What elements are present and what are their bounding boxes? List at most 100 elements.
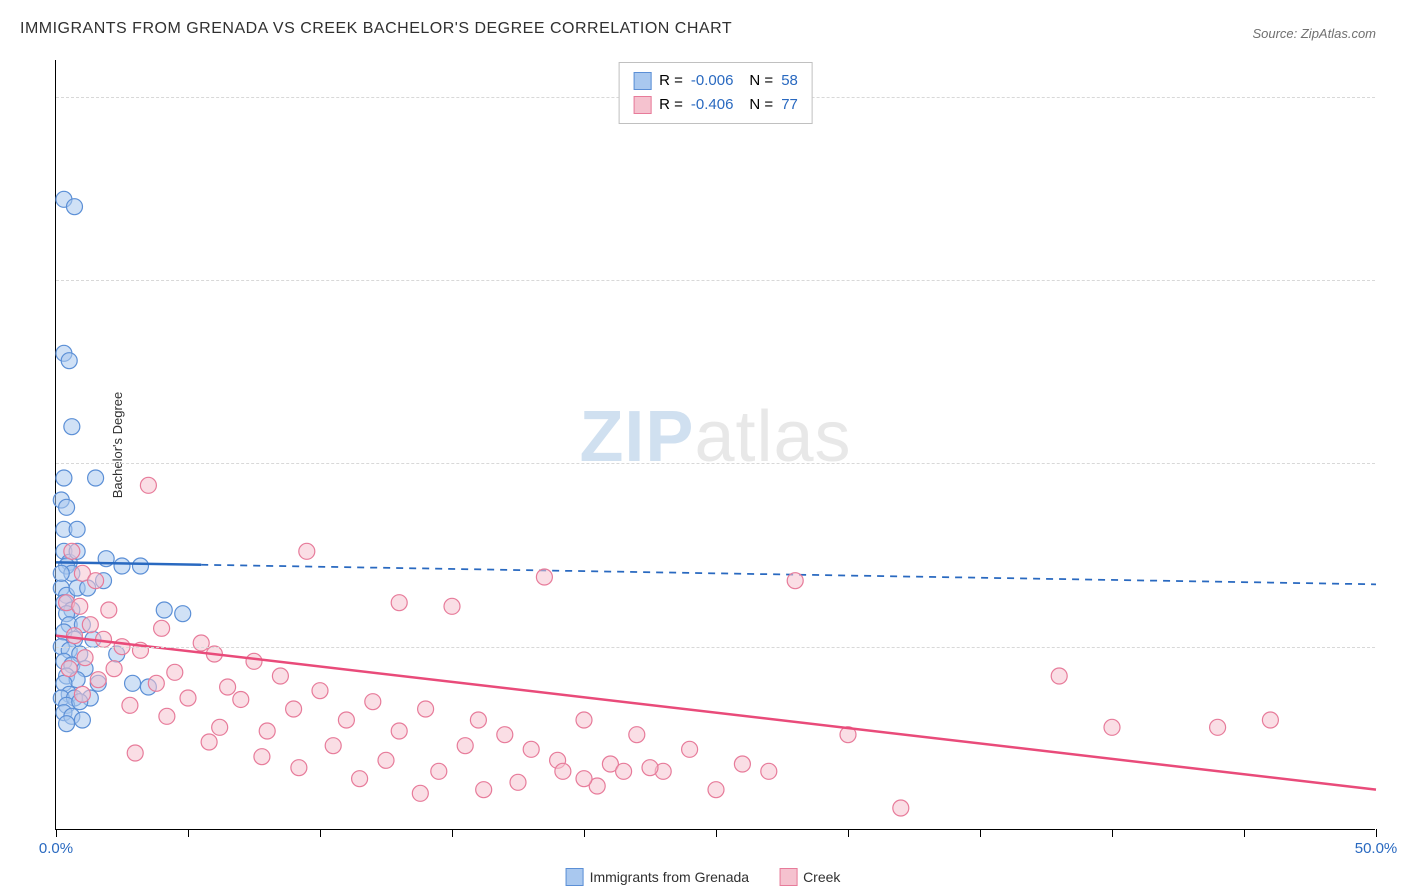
- scatter-point: [1210, 719, 1226, 735]
- scatter-point: [127, 745, 143, 761]
- scatter-point: [212, 719, 228, 735]
- scatter-point: [1051, 668, 1067, 684]
- scatter-point: [457, 738, 473, 754]
- scatter-point: [286, 701, 302, 717]
- scatter-point: [53, 565, 69, 581]
- scatter-point: [56, 470, 72, 486]
- n-value-0: 58: [781, 69, 798, 93]
- x-tick: [188, 829, 189, 837]
- scatter-point: [148, 675, 164, 691]
- scatter-point: [66, 199, 82, 215]
- legend-item-1: Creek: [779, 868, 840, 886]
- n-value-1: 77: [781, 93, 798, 117]
- scatter-point: [246, 653, 262, 669]
- legend-row-1: R = -0.406 N = 77: [633, 93, 798, 117]
- scatter-point: [734, 756, 750, 772]
- scatter-point: [497, 727, 513, 743]
- x-tick: [848, 829, 849, 837]
- r-value-0: -0.006: [691, 69, 734, 93]
- scatter-point: [69, 521, 85, 537]
- source-attribution: Source: ZipAtlas.com: [1252, 26, 1376, 41]
- scatter-point: [576, 712, 592, 728]
- x-tick: [584, 829, 585, 837]
- scatter-point: [523, 741, 539, 757]
- x-tick: [716, 829, 717, 837]
- legend-label-1: Creek: [803, 869, 840, 885]
- scatter-point: [122, 697, 138, 713]
- scatter-point: [642, 760, 658, 776]
- scatter-point: [259, 723, 275, 739]
- legend-swatch-0: [633, 72, 651, 90]
- scatter-point: [338, 712, 354, 728]
- scatter-point: [88, 573, 104, 589]
- scatter-point: [418, 701, 434, 717]
- scatter-point: [254, 749, 270, 765]
- x-tick-label: 0.0%: [39, 840, 73, 857]
- chart-title: IMMIGRANTS FROM GRENADA VS CREEK BACHELO…: [20, 20, 1376, 38]
- x-tick: [1112, 829, 1113, 837]
- scatter-point: [412, 785, 428, 801]
- scatter-point: [391, 595, 407, 611]
- scatter-point: [180, 690, 196, 706]
- legend-swatch-grenada: [566, 868, 584, 886]
- scatter-point: [378, 752, 394, 768]
- plot-area: Bachelor's Degree ZIPatlas R = -0.006 N …: [55, 60, 1375, 830]
- scatter-point: [167, 664, 183, 680]
- scatter-point: [140, 477, 156, 493]
- x-tick: [320, 829, 321, 837]
- scatter-point: [64, 419, 80, 435]
- series-legend: Immigrants from Grenada Creek: [566, 868, 841, 886]
- scatter-point: [510, 774, 526, 790]
- scatter-point: [64, 543, 80, 559]
- scatter-point: [101, 602, 117, 618]
- scatter-point: [72, 598, 88, 614]
- scatter-point: [291, 760, 307, 776]
- scatter-point: [106, 661, 122, 677]
- scatter-point: [132, 558, 148, 574]
- scatter-point: [220, 679, 236, 695]
- scatter-point: [233, 691, 249, 707]
- scatter-point: [470, 712, 486, 728]
- scatter-point: [576, 771, 592, 787]
- scatter-point: [125, 675, 141, 691]
- r-value-1: -0.406: [691, 93, 734, 117]
- scatter-point: [312, 683, 328, 699]
- scatter-point: [536, 569, 552, 585]
- x-tick: [1244, 829, 1245, 837]
- scatter-point: [352, 771, 368, 787]
- x-tick: [452, 829, 453, 837]
- scatter-canvas: [56, 60, 1375, 829]
- scatter-point: [365, 694, 381, 710]
- scatter-point: [61, 353, 77, 369]
- x-tick-label: 50.0%: [1355, 840, 1398, 857]
- gridline: [56, 463, 1375, 464]
- scatter-point: [59, 716, 75, 732]
- scatter-point: [201, 734, 217, 750]
- legend-swatch-1: [633, 96, 651, 114]
- r-label: R =: [659, 93, 683, 117]
- scatter-point: [88, 470, 104, 486]
- legend-label-0: Immigrants from Grenada: [590, 869, 750, 885]
- scatter-point: [175, 606, 191, 622]
- x-tick: [56, 829, 57, 837]
- legend-row-0: R = -0.006 N = 58: [633, 69, 798, 93]
- scatter-point: [272, 668, 288, 684]
- scatter-point: [59, 499, 75, 515]
- scatter-point: [159, 708, 175, 724]
- scatter-point: [90, 672, 106, 688]
- scatter-point: [708, 782, 724, 798]
- scatter-point: [629, 727, 645, 743]
- x-tick: [980, 829, 981, 837]
- gridline: [56, 280, 1375, 281]
- scatter-point: [77, 650, 93, 666]
- r-label: R =: [659, 69, 683, 93]
- scatter-point: [154, 620, 170, 636]
- n-label: N =: [749, 69, 773, 93]
- scatter-point: [893, 800, 909, 816]
- scatter-point: [444, 598, 460, 614]
- correlation-legend: R = -0.006 N = 58 R = -0.406 N = 77: [618, 62, 813, 124]
- scatter-point: [299, 543, 315, 559]
- scatter-point: [61, 661, 77, 677]
- scatter-point: [74, 686, 90, 702]
- n-label: N =: [749, 93, 773, 117]
